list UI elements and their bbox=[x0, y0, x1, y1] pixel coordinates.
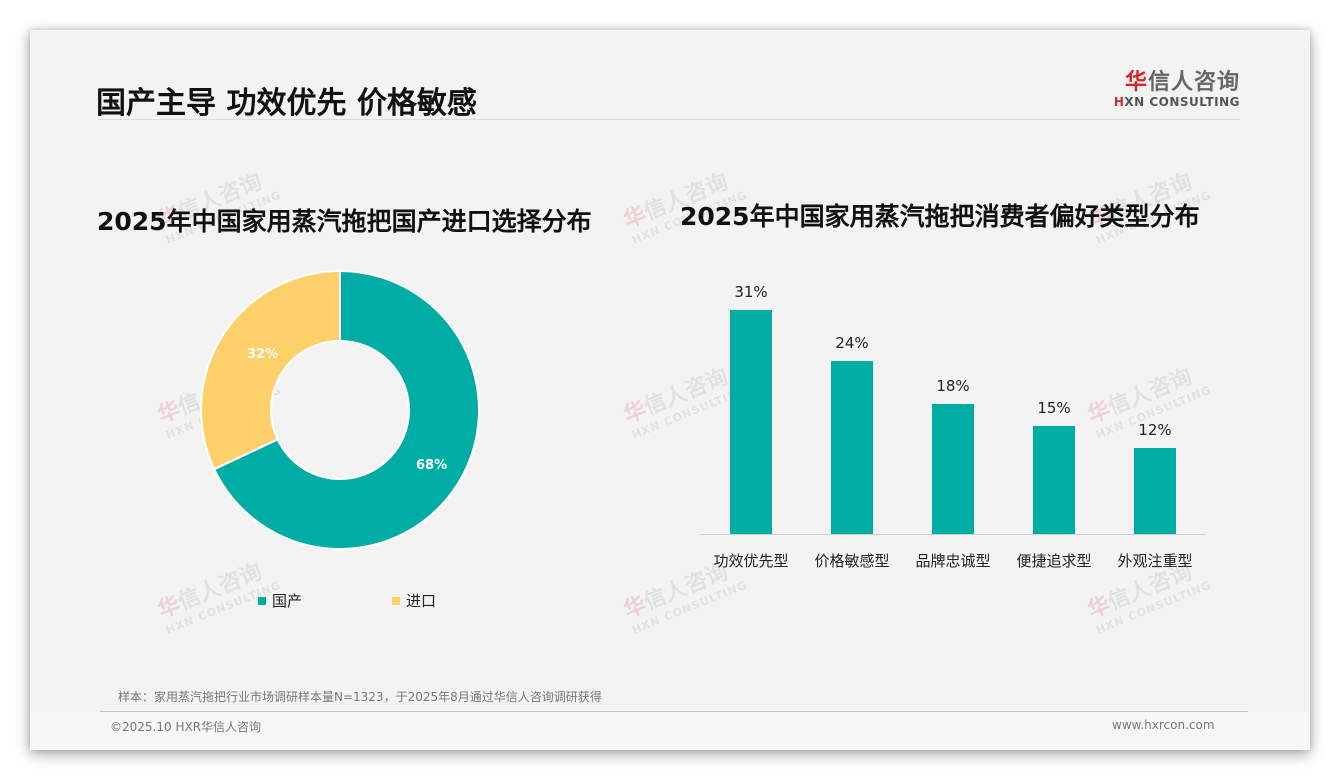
donut-chart-title: 2025年中国家用蒸汽拖把国产进口选择分布 bbox=[97, 207, 592, 236]
donut-chart-svg bbox=[200, 269, 480, 550]
footer-band bbox=[30, 712, 1310, 750]
legend-item-import[interactable]: 进口 bbox=[392, 590, 436, 611]
bar-category-label: 价格敏感型 bbox=[814, 552, 890, 570]
legend-item-domestic[interactable]: 国产 bbox=[258, 590, 302, 611]
copyright-text: ©2025.10 HXR华信人咨询 bbox=[110, 720, 262, 734]
bar-appearance-focused[interactable] bbox=[1134, 448, 1176, 534]
donut-slice-domestic[interactable] bbox=[212, 269, 480, 550]
bar-value-label: 15% bbox=[1037, 399, 1071, 417]
bar-chart-title: 2025年中国家用蒸汽拖把消费者偏好类型分布 bbox=[680, 202, 1200, 231]
company-logo: 华信人咨询 HXN CONSULTING bbox=[1110, 64, 1240, 109]
footer-divider bbox=[100, 711, 1248, 712]
bar-efficacy-first[interactable] bbox=[730, 310, 772, 534]
legend-swatch-domestic bbox=[258, 596, 266, 605]
x-axis-line bbox=[700, 534, 1206, 535]
donut-label-domestic: 68% bbox=[416, 458, 448, 473]
slide: 华信人咨询 HXN CONSULTING 华信人咨询 HXN CONSULTING … bbox=[30, 30, 1310, 750]
donut-chart: 68% 32% bbox=[200, 269, 480, 550]
bar-brand-loyal[interactable] bbox=[932, 404, 974, 534]
donut-slice-import[interactable] bbox=[200, 269, 341, 471]
legend-label-domestic: 国产 bbox=[272, 592, 303, 610]
bar-category-label: 外观注重型 bbox=[1117, 552, 1193, 570]
bar-value-label: 31% bbox=[734, 283, 768, 301]
bar-value-label: 24% bbox=[835, 334, 869, 352]
legend-swatch-import bbox=[392, 596, 400, 605]
legend-label-import: 进口 bbox=[406, 592, 437, 610]
page-title: 国产主导 功效优先 价格敏感 bbox=[96, 86, 477, 121]
website-link[interactable]: www.hxrcon.com bbox=[1112, 718, 1215, 732]
bar-value-label: 18% bbox=[936, 377, 970, 395]
bar-category-label: 功效优先型 bbox=[713, 552, 789, 570]
bar-convenience-seeking[interactable] bbox=[1033, 426, 1075, 534]
bar-value-label: 12% bbox=[1138, 421, 1172, 439]
bar-category-label: 便捷追求型 bbox=[1016, 552, 1092, 570]
bar-chart: 31% 功效优先型 24% 价格敏感型 18% 品牌忠诚型 15% 便捷追求型 … bbox=[700, 270, 1206, 570]
bar-category-label: 品牌忠诚型 bbox=[915, 552, 991, 570]
sample-note: 样本：家用蒸汽拖把行业市场调研样本量N=1323，于2025年8月通过华信人咨询… bbox=[118, 690, 602, 704]
donut-label-import: 32% bbox=[247, 347, 279, 362]
bar-price-sensitive[interactable] bbox=[831, 361, 873, 534]
title-divider bbox=[98, 119, 1240, 120]
logo-cn-text: 华信人咨询 bbox=[1124, 70, 1240, 95]
logo-en-text: HXN CONSULTING bbox=[1113, 95, 1240, 109]
